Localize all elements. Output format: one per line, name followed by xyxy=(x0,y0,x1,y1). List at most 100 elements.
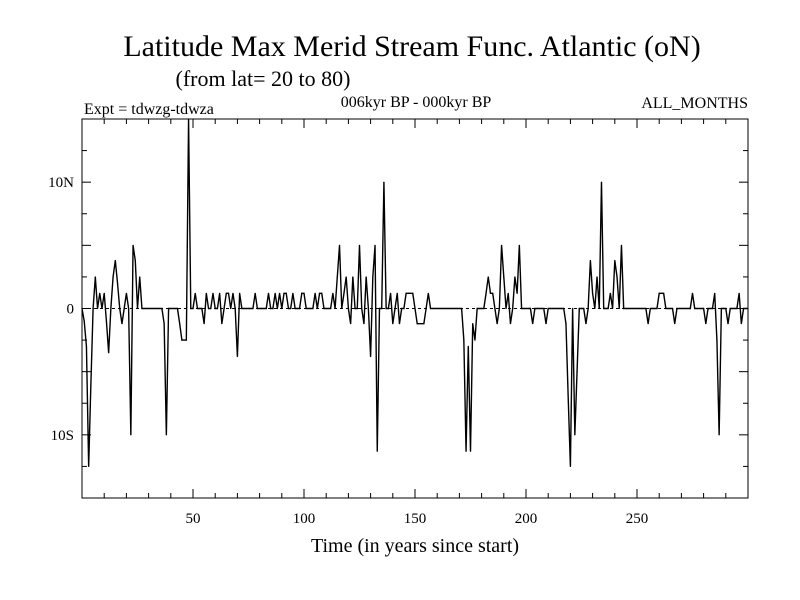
data-point xyxy=(516,292,518,294)
data-point xyxy=(700,307,702,310)
data-point xyxy=(651,307,654,310)
data-point xyxy=(181,339,183,341)
data-point xyxy=(705,323,707,325)
data-point xyxy=(92,307,94,310)
data-point xyxy=(543,307,545,310)
data-point xyxy=(580,307,583,310)
data-point xyxy=(398,323,401,325)
data-point xyxy=(574,434,576,436)
data-point xyxy=(423,323,425,325)
data-point xyxy=(414,307,416,310)
data-point xyxy=(689,307,691,310)
data-point xyxy=(338,244,341,246)
data-point xyxy=(549,307,552,310)
data-point xyxy=(241,307,243,310)
data-point xyxy=(605,307,607,310)
data-point xyxy=(487,276,489,278)
data-point xyxy=(409,292,412,294)
data-point xyxy=(461,307,463,310)
data-point xyxy=(503,276,505,278)
data-point xyxy=(154,307,156,310)
series-group xyxy=(81,118,749,468)
data-point xyxy=(265,307,267,310)
data-point xyxy=(636,307,638,310)
data-point xyxy=(270,307,272,310)
data-point xyxy=(585,323,587,325)
data-point xyxy=(321,292,323,294)
data-point xyxy=(532,323,534,325)
data-point xyxy=(396,292,398,294)
data-point xyxy=(496,323,498,325)
data-point xyxy=(476,307,478,310)
data-point xyxy=(445,307,447,310)
data-point xyxy=(105,320,108,322)
data-point xyxy=(141,307,143,310)
data-point xyxy=(676,307,678,310)
data-point xyxy=(221,323,223,325)
data-point xyxy=(372,276,374,278)
data-point xyxy=(634,307,636,310)
data-point xyxy=(167,307,170,310)
data-point xyxy=(310,307,312,310)
data-point xyxy=(272,307,274,310)
data-point xyxy=(514,276,516,278)
data-point xyxy=(387,307,389,310)
data-point xyxy=(96,307,99,310)
data-point xyxy=(83,320,85,322)
data-point xyxy=(119,307,121,310)
data-point xyxy=(254,292,256,294)
data-point xyxy=(394,307,396,310)
series-line xyxy=(81,118,748,467)
data-point xyxy=(305,307,307,310)
data-point xyxy=(128,307,130,310)
data-point xyxy=(707,307,709,310)
data-point xyxy=(536,307,538,310)
data-point xyxy=(607,307,609,310)
data-point xyxy=(452,307,454,310)
data-point xyxy=(698,307,700,310)
data-point xyxy=(203,323,205,325)
data-point xyxy=(454,307,456,310)
data-point xyxy=(658,292,660,294)
data-point xyxy=(547,307,549,310)
data-point xyxy=(489,292,492,294)
data-point xyxy=(116,282,119,284)
data-point xyxy=(99,292,101,294)
data-point xyxy=(327,307,330,310)
data-point xyxy=(247,307,250,310)
data-point xyxy=(110,307,112,310)
data-point xyxy=(469,450,472,452)
data-point xyxy=(88,465,90,468)
data-point xyxy=(481,307,483,310)
data-point xyxy=(722,307,725,310)
y-tick-label: 10N xyxy=(48,175,74,191)
data-point xyxy=(512,307,514,310)
period-label: 006kyr BP - 000kyr BP xyxy=(341,94,492,111)
data-point xyxy=(283,292,285,294)
data-point xyxy=(85,345,88,347)
data-point xyxy=(623,307,625,310)
data-point xyxy=(649,307,651,310)
data-point xyxy=(281,307,283,310)
x-tick-label: 250 xyxy=(626,511,649,527)
data-point xyxy=(441,307,443,310)
data-point xyxy=(429,307,432,310)
data-point xyxy=(345,276,347,278)
data-point xyxy=(179,323,181,325)
data-point xyxy=(150,307,152,310)
data-point xyxy=(108,352,110,354)
data-point xyxy=(565,323,567,325)
data-point xyxy=(174,307,176,310)
data-point xyxy=(298,307,301,310)
data-point xyxy=(731,307,734,310)
data-point xyxy=(318,292,321,294)
data-point xyxy=(334,307,336,310)
data-point xyxy=(563,307,565,310)
data-point xyxy=(534,307,536,310)
x-tick-label: 200 xyxy=(515,511,538,527)
data-point xyxy=(145,307,147,310)
data-point xyxy=(227,292,230,294)
data-point xyxy=(90,383,92,385)
data-point xyxy=(94,276,96,278)
data-point xyxy=(718,434,720,436)
